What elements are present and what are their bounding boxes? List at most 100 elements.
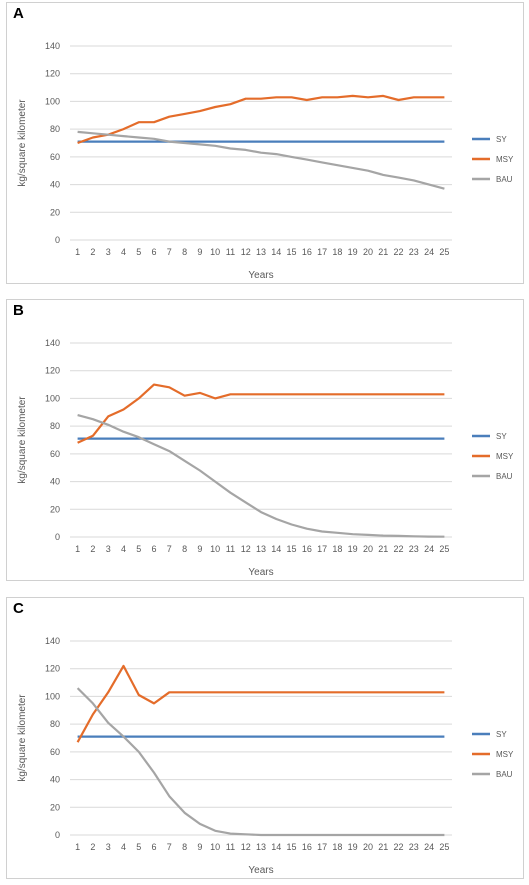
x-tick-label: 20 xyxy=(363,544,373,554)
x-tick-label: 12 xyxy=(241,544,251,554)
series-line-bau xyxy=(77,130,445,190)
y-tick-label: 20 xyxy=(50,207,60,217)
x-tick-label: 2 xyxy=(90,544,95,554)
series-line-msy xyxy=(76,664,445,743)
x-tick-label: 24 xyxy=(424,247,434,257)
x-tick-label: 23 xyxy=(409,544,419,554)
x-tick-label: 18 xyxy=(332,842,342,852)
x-tick-label: 8 xyxy=(182,247,187,257)
x-tick-label: 7 xyxy=(167,544,172,554)
x-tick-label: 19 xyxy=(348,544,358,554)
x-tick-label: 4 xyxy=(121,842,126,852)
x-tick-label: 18 xyxy=(332,544,342,554)
x-tick-label: 19 xyxy=(348,842,358,852)
x-tick-label: 3 xyxy=(106,544,111,554)
y-tick-label: 20 xyxy=(50,802,60,812)
legend-label: BAU xyxy=(496,472,513,481)
y-tick-label: 60 xyxy=(50,449,60,459)
x-tick-label: 1 xyxy=(75,544,80,554)
x-tick-label: 1 xyxy=(75,842,80,852)
series-line-msy xyxy=(77,383,445,444)
x-tick-label: 11 xyxy=(226,842,235,852)
y-tick-label: 40 xyxy=(50,775,60,785)
legend-label: MSY xyxy=(496,750,514,759)
x-tick-label: 16 xyxy=(302,247,312,257)
x-tick-label: 19 xyxy=(348,247,358,257)
y-tick-label: 0 xyxy=(55,532,60,542)
y-axis-title: kg/square kilometer xyxy=(17,396,28,484)
y-tick-label: 120 xyxy=(45,366,60,376)
x-tick-label: 16 xyxy=(302,544,312,554)
x-tick-label: 20 xyxy=(363,247,373,257)
x-tick-label: 12 xyxy=(241,247,251,257)
y-tick-label: 80 xyxy=(50,124,60,134)
x-tick-label: 21 xyxy=(378,842,388,852)
x-axis-title: Years xyxy=(248,567,273,578)
x-tick-label: 4 xyxy=(121,544,126,554)
x-tick-label: 15 xyxy=(287,544,297,554)
x-tick-label: 14 xyxy=(271,842,281,852)
y-tick-label: 120 xyxy=(45,664,60,674)
y-tick-label: 0 xyxy=(55,830,60,840)
x-tick-label: 17 xyxy=(317,247,327,257)
x-tick-label: 22 xyxy=(394,544,404,554)
x-tick-label: 23 xyxy=(409,842,419,852)
x-tick-label: 20 xyxy=(363,842,373,852)
y-tick-label: 140 xyxy=(45,338,60,348)
x-tick-label: 14 xyxy=(271,544,281,554)
y-tick-label: 60 xyxy=(50,152,60,162)
x-axis-title: Years xyxy=(248,270,273,281)
x-tick-label: 25 xyxy=(439,544,449,554)
x-tick-label: 9 xyxy=(197,544,202,554)
x-tick-label: 23 xyxy=(409,247,419,257)
y-tick-label: 80 xyxy=(50,719,60,729)
x-tick-label: 2 xyxy=(90,842,95,852)
x-tick-label: 17 xyxy=(317,544,327,554)
panel-label-a: A xyxy=(13,5,24,22)
legend-label: SY xyxy=(496,432,507,441)
y-tick-label: 140 xyxy=(45,41,60,51)
x-tick-label: 25 xyxy=(439,842,449,852)
x-tick-label: 21 xyxy=(378,544,388,554)
chart-panel-c: C 0 20 40 60 80 100 120 140 1 2 3 4 5 6 7 8 9 10 11 12 13 14 1… xyxy=(6,597,524,879)
y-axis-title: kg/square kilometer xyxy=(17,99,28,187)
x-tick-label: 3 xyxy=(106,842,111,852)
x-tick-label: 18 xyxy=(332,247,342,257)
legend-label: MSY xyxy=(496,155,514,164)
y-tick-label: 20 xyxy=(50,504,60,514)
x-tick-label: 25 xyxy=(439,247,449,257)
series-line-msy xyxy=(77,94,445,145)
panel-label-b: B xyxy=(13,302,24,319)
y-tick-label: 100 xyxy=(45,691,60,701)
x-tick-label: 24 xyxy=(424,544,434,554)
y-axis-title: kg/square kilometer xyxy=(17,694,28,782)
x-tick-label: 5 xyxy=(136,842,141,852)
legend-label: SY xyxy=(496,135,507,144)
x-tick-label: 4 xyxy=(121,247,126,257)
y-tick-label: 60 xyxy=(50,747,60,757)
x-tick-label: 2 xyxy=(90,247,95,257)
y-tick-label: 140 xyxy=(45,636,60,646)
x-tick-label: 11 xyxy=(226,247,235,257)
legend-label: MSY xyxy=(496,452,514,461)
legend-label: BAU xyxy=(496,770,513,779)
x-tick-label: 11 xyxy=(226,544,235,554)
x-tick-label: 6 xyxy=(152,842,157,852)
x-tick-label: 5 xyxy=(136,247,141,257)
x-tick-label: 22 xyxy=(394,247,404,257)
chart-panel-b: B 0 20 40 60 80 100 120 140 1 2 3 4 5 6 7 8 9 10 11 12 13 14 1… xyxy=(6,299,524,581)
x-tick-label: 13 xyxy=(256,544,266,554)
y-tick-label: 120 xyxy=(45,69,60,79)
series-line-bau xyxy=(77,414,445,538)
x-tick-label: 24 xyxy=(424,842,434,852)
x-tick-label: 22 xyxy=(394,842,404,852)
x-tick-label: 7 xyxy=(167,247,172,257)
y-tick-label: 40 xyxy=(50,180,60,190)
y-tick-label: 0 xyxy=(55,235,60,245)
x-tick-label: 17 xyxy=(317,842,327,852)
chart-panel-a: A 0 20 40 60 80 100 120 140 1 2 3 4 5 6 7 8 9 10 11 12 13 14 1… xyxy=(6,2,524,284)
legend-label: BAU xyxy=(496,175,513,184)
x-tick-label: 6 xyxy=(152,544,157,554)
